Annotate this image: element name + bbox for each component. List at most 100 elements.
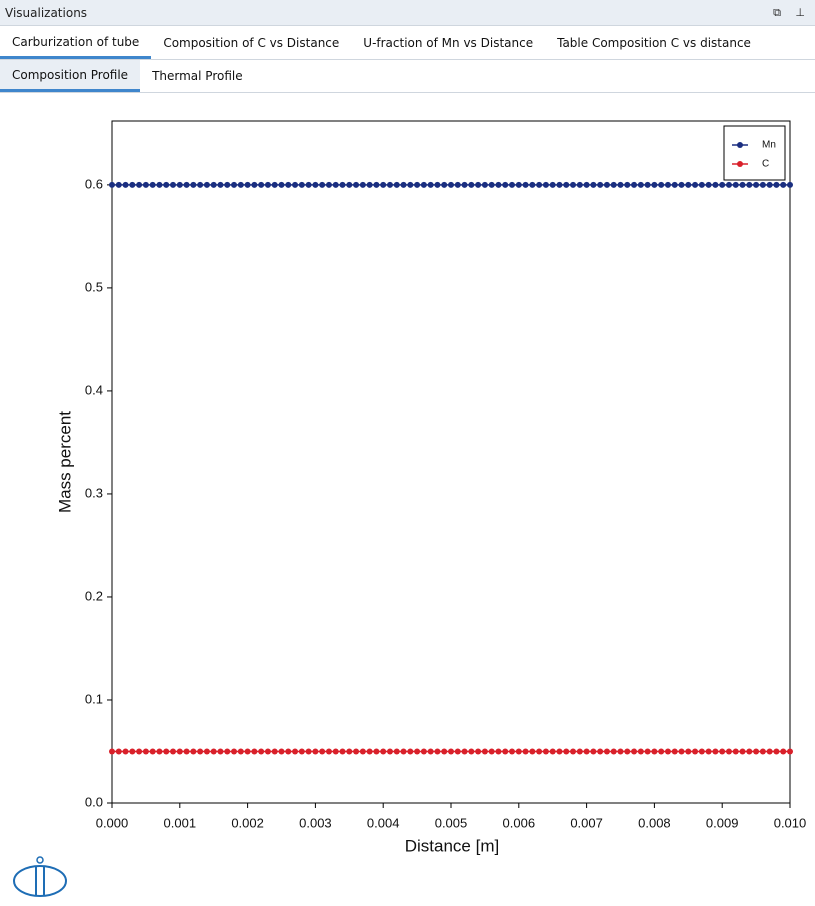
legend-marker — [737, 161, 743, 167]
data-point — [529, 181, 536, 188]
data-point — [346, 181, 353, 188]
data-point — [610, 181, 617, 188]
data-point — [285, 181, 292, 188]
data-point — [787, 181, 793, 188]
legend: Mn C — [723, 125, 786, 181]
data-point — [631, 181, 638, 188]
tab[interactable]: Composition of C vs Distance — [163, 36, 340, 50]
data-point — [312, 181, 319, 188]
data-point — [441, 181, 448, 188]
data-point — [766, 181, 773, 188]
data-point — [366, 181, 373, 188]
data-point — [637, 181, 644, 188]
data-point — [414, 748, 421, 755]
data-point — [753, 181, 760, 188]
subtab-row: Composition Profile Thermal Profile — [0, 60, 815, 93]
pin-button[interactable]: ⊥ — [795, 6, 805, 19]
data-point — [176, 181, 183, 188]
data-point — [468, 748, 475, 755]
data-point — [698, 748, 705, 755]
subtab[interactable]: Thermal Profile — [152, 69, 243, 83]
data-point — [176, 748, 183, 755]
data-point — [658, 748, 665, 755]
data-point — [481, 748, 488, 755]
data-point — [780, 748, 787, 755]
data-point — [237, 181, 244, 188]
data-point — [746, 748, 753, 755]
data-point — [448, 181, 454, 188]
data-point — [542, 181, 549, 188]
data-point — [705, 748, 712, 755]
data-point — [136, 748, 143, 755]
data-point — [576, 181, 583, 188]
data-point — [278, 748, 285, 755]
data-point — [773, 748, 780, 755]
subtab[interactable]: Composition Profile — [0, 60, 141, 92]
data-point — [651, 748, 658, 755]
data-point — [183, 748, 190, 755]
data-point — [264, 181, 271, 188]
data-point — [563, 181, 570, 188]
data-point — [570, 748, 577, 755]
data-point — [624, 181, 631, 188]
data-point — [678, 748, 685, 755]
data-point — [115, 748, 122, 755]
data-point — [719, 748, 726, 755]
x-tick-label: 0.000 — [96, 815, 129, 830]
data-point — [461, 181, 468, 188]
data-point — [407, 748, 414, 755]
restore-button[interactable]: ⧉ — [773, 6, 781, 19]
window-title-bar: Visualizations ⧉ ⊥ — [0, 0, 815, 26]
data-point — [163, 181, 170, 188]
legend-label: Mn — [762, 140, 776, 151]
data-point — [339, 181, 346, 188]
x-tick-label: 0.006 — [503, 815, 536, 830]
data-point — [603, 748, 610, 755]
data-point — [651, 181, 658, 188]
data-point — [285, 748, 292, 755]
data-point — [780, 181, 787, 188]
data-point — [359, 181, 366, 188]
data-point — [434, 748, 441, 755]
data-point — [570, 181, 577, 188]
data-point — [705, 181, 712, 188]
data-point — [373, 181, 380, 188]
data-point — [210, 748, 217, 755]
tab[interactable]: Carburization of tube — [0, 27, 152, 59]
data-point — [332, 181, 339, 188]
data-point — [461, 748, 468, 755]
data-point — [298, 181, 305, 188]
data-point — [597, 181, 604, 188]
tab[interactable]: Table Composition C vs distance — [557, 36, 751, 50]
data-point — [217, 181, 224, 188]
data-point — [183, 181, 190, 188]
data-point — [366, 748, 373, 755]
data-point — [278, 181, 285, 188]
data-point — [149, 181, 156, 188]
data-point — [671, 181, 678, 188]
x-tick-label: 0.008 — [638, 815, 671, 830]
data-point — [258, 748, 265, 755]
data-point — [678, 181, 685, 188]
data-point — [644, 181, 651, 188]
data-point — [739, 748, 746, 755]
data-point — [753, 748, 760, 755]
tab[interactable]: U-fraction of Mn vs Distance — [363, 36, 534, 50]
data-point — [258, 181, 265, 188]
data-point — [346, 748, 353, 755]
y-tick-label: 0.1 — [85, 691, 103, 706]
data-point — [590, 181, 597, 188]
data-point — [610, 748, 617, 755]
data-point — [224, 181, 231, 188]
data-point — [475, 181, 482, 188]
data-point — [264, 748, 271, 755]
data-point — [719, 181, 726, 188]
x-tick-label: 0.007 — [570, 815, 603, 830]
data-point — [271, 748, 278, 755]
data-point — [339, 748, 346, 755]
data-point — [556, 181, 563, 188]
data-point — [319, 181, 326, 188]
data-point — [142, 748, 149, 755]
data-point — [502, 748, 509, 755]
data-point — [427, 748, 434, 755]
